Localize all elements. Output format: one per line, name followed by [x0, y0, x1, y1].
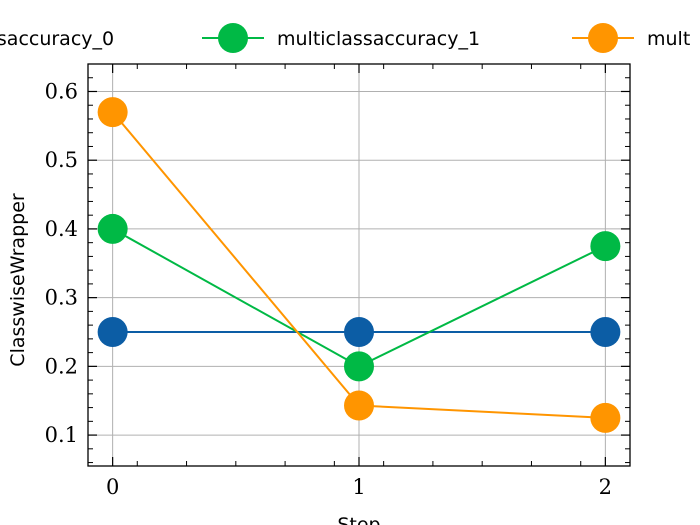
legend-marker [588, 23, 618, 53]
data-point-series-0 [344, 317, 374, 347]
data-point-series-0 [97, 317, 128, 347]
legend-label: mult [647, 28, 690, 50]
x-tick-label: 2 [599, 475, 612, 499]
data-point-series-0 [590, 317, 621, 347]
y-tick-label: 0.3 [45, 286, 78, 310]
legend-label: ssaccuracy_0 [0, 28, 114, 50]
tick-labels: 0 1 2 0.1 0.2 0.3 0.4 0.5 0.6 [45, 79, 612, 499]
data-point-series-1 [344, 351, 374, 382]
series-layer [97, 97, 621, 433]
data-point-series-2 [97, 97, 128, 128]
data-point-series-1 [97, 213, 128, 244]
y-tick-label: 0.4 [45, 217, 78, 241]
y-tick-label: 0.1 [45, 423, 78, 447]
tick-marks [87, 64, 631, 466]
data-point-series-1 [590, 231, 621, 262]
x-tick-label: 1 [352, 475, 365, 499]
data-point-series-2 [344, 390, 374, 421]
legend: ssaccuracy_0 multiclassaccuracy_1 mult [0, 23, 690, 53]
legend-marker [218, 23, 248, 53]
y-tick-label: 0.6 [45, 79, 78, 103]
y-tick-label: 0.2 [45, 354, 78, 378]
x-tick-label: 0 [106, 475, 119, 499]
y-axis-label: ClasswiseWrapper [7, 193, 29, 367]
y-tick-label: 0.5 [45, 148, 78, 172]
data-point-series-2 [590, 402, 621, 433]
x-axis-label: Step [337, 514, 380, 525]
legend-label: multiclassaccuracy_1 [277, 28, 480, 50]
